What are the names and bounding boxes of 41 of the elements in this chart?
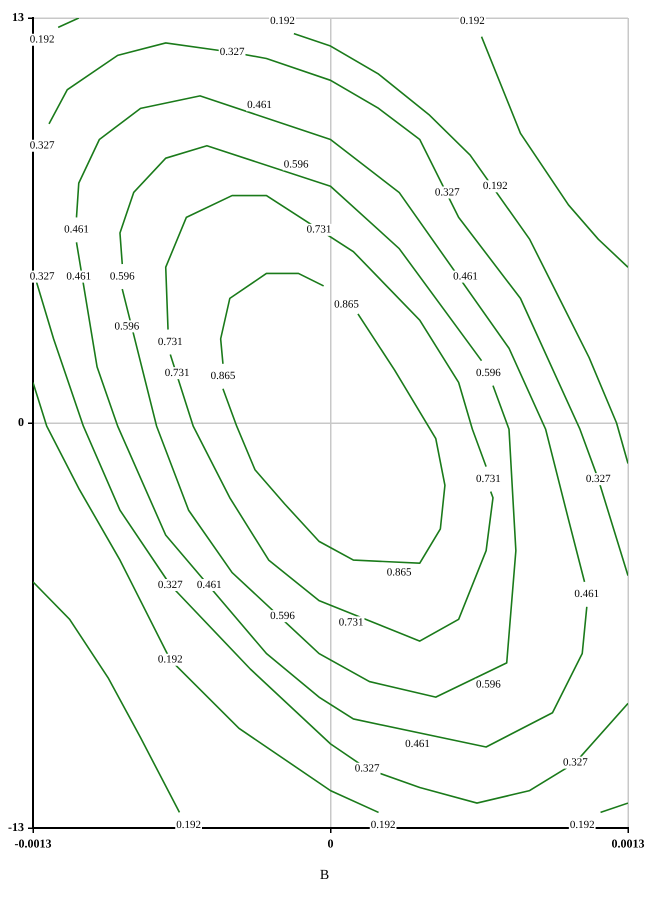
annotation: 0.461 [64, 224, 89, 236]
annotation: 0.192 [370, 818, 396, 831]
annotation: 0.865 [334, 298, 360, 311]
annotation: 0.596 [110, 270, 136, 282]
annotation: 0.192 [270, 15, 295, 28]
annotation: 0.327 [434, 186, 460, 198]
annotation: 0.327 [30, 140, 56, 152]
annotation: 0.192 [158, 654, 183, 666]
annotation: 0.731 [306, 224, 332, 236]
annotation: 0.596 [476, 367, 502, 380]
annotation: 0.596 [114, 320, 140, 332]
annotation: 0.865 [210, 370, 236, 382]
annotation: 0.461 [453, 270, 478, 282]
annotation: 0.596 [476, 678, 502, 691]
annotation: 0.461 [247, 99, 272, 112]
annotation: 0.461 [574, 588, 600, 600]
annotation: 0.865 [386, 566, 412, 578]
annotation: 0.731 [476, 472, 501, 485]
annotation: 0.731 [338, 616, 364, 628]
annotation: 0.192 [482, 180, 508, 192]
annotation: 0.461 [405, 738, 430, 750]
x-tick-label: -0.0013 [14, 836, 52, 850]
annotation: 0.596 [284, 158, 310, 170]
y-tick-label: 0 [18, 415, 24, 430]
annotation: 0.461 [66, 270, 92, 282]
annotation: 0.192 [460, 15, 485, 28]
annotation: 0.327 [586, 472, 612, 485]
annotation: 0.327 [158, 578, 184, 591]
x-tick-label: 0.0013 [612, 836, 644, 850]
text: B [318, 868, 330, 884]
annotation: 0.596 [270, 610, 296, 622]
annotation: 0.192 [30, 34, 55, 46]
annotation: 0.192 [176, 818, 201, 831]
annotation: 0.731 [164, 367, 190, 380]
annotation: 0.731 [158, 336, 183, 348]
y-tick-label: -13 [8, 820, 24, 834]
y-tick-label: 13 [12, 10, 24, 24]
annotation: 0.327 [30, 270, 56, 282]
x-tick-label: 0 [328, 836, 334, 850]
annotation: 0.192 [570, 818, 595, 831]
annotation: 0.461 [196, 578, 222, 591]
